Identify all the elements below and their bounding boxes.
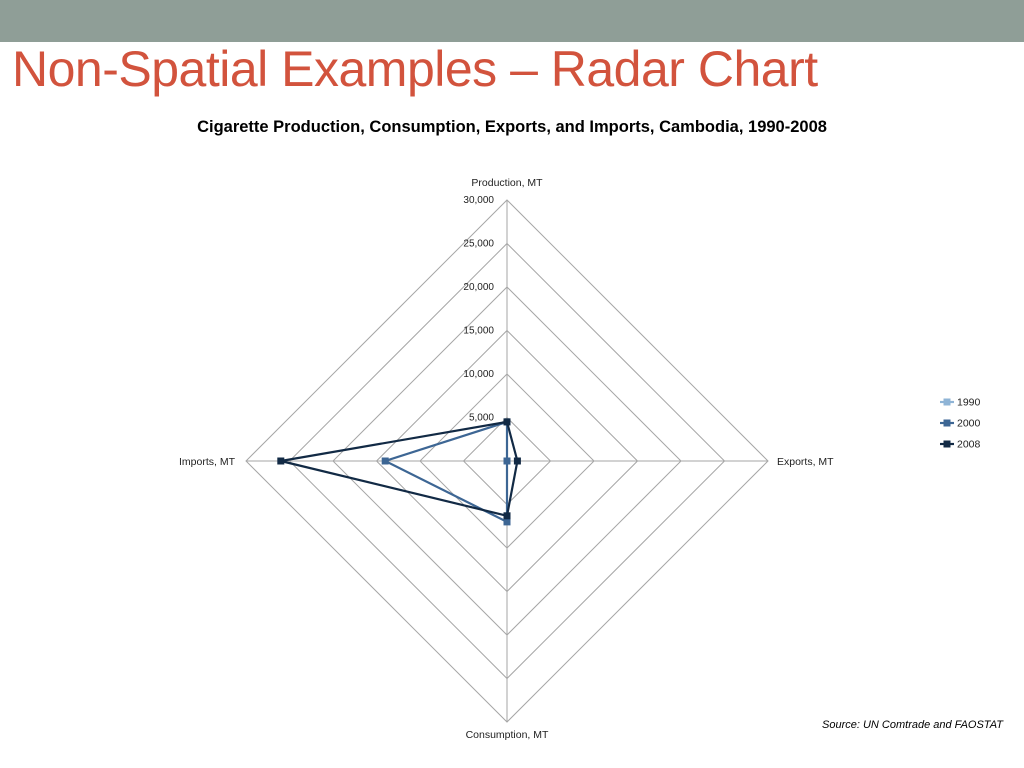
series-2000-line <box>382 420 509 524</box>
axis-label: Imports, MT <box>179 456 236 468</box>
series-2000-point <box>503 518 511 526</box>
legend-swatch-marker <box>943 398 951 406</box>
series-2008-point <box>277 457 285 465</box>
slide-title: Non-Spatial Examples – Radar Chart <box>12 41 818 97</box>
axis-label: Production, MT <box>471 177 543 189</box>
legend-label: 1990 <box>957 397 981 409</box>
legend-swatch-marker <box>943 419 951 427</box>
tick-label: 15,000 <box>463 326 494 337</box>
legend-label: 2008 <box>957 439 981 451</box>
tick-label: 25,000 <box>463 239 494 250</box>
source-note: Source: UN Comtrade and FAOSTAT <box>822 719 1003 731</box>
legend-swatch-marker <box>943 440 951 448</box>
header-band <box>0 0 1024 42</box>
tick-label: 20,000 <box>463 282 494 293</box>
series-2008-point <box>503 418 511 426</box>
tick-label: 10,000 <box>463 369 494 380</box>
series-2000-point <box>503 457 511 465</box>
legend-label: 2000 <box>957 418 981 430</box>
tick-label: 30,000 <box>463 195 494 206</box>
tick-label: 5,000 <box>469 413 494 424</box>
chart-title: Cigarette Production, Consumption, Expor… <box>197 118 827 136</box>
axis-label: Consumption, MT <box>466 729 549 741</box>
axis-label: Exports, MT <box>777 456 834 468</box>
series-2008-point <box>503 512 511 520</box>
series-2000-point <box>381 457 389 465</box>
series-2008-point <box>513 457 521 465</box>
